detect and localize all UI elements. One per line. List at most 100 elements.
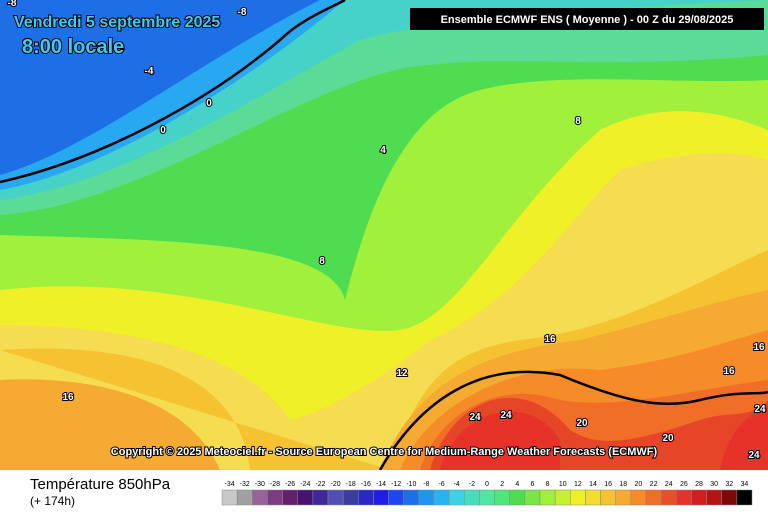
scale-swatch xyxy=(615,489,632,506)
scale-label: -32 xyxy=(240,481,250,488)
scale-swatch xyxy=(373,489,389,506)
scale-swatch xyxy=(433,489,450,506)
date: Vendredi 5 septembre 2025 xyxy=(14,14,220,31)
variable: Température 850hPa xyxy=(30,476,171,493)
scale-label: -22 xyxy=(315,481,325,488)
scale-swatch xyxy=(464,489,480,506)
scale-label: -12 xyxy=(391,481,401,488)
scale-swatch xyxy=(282,489,298,506)
scale-label: 14 xyxy=(589,481,597,488)
scale-label: 22 xyxy=(650,481,658,488)
scale-label: -10 xyxy=(406,481,416,488)
scale-swatch xyxy=(630,489,647,506)
scale-swatch xyxy=(342,489,359,506)
scale-swatch xyxy=(221,489,238,506)
scale-swatch xyxy=(554,489,571,506)
scale-swatch xyxy=(736,489,753,506)
scale-label: 18 xyxy=(619,481,627,488)
scale-label: -18 xyxy=(346,481,356,488)
contour-label: 16 xyxy=(723,366,735,377)
scale-label: -8 xyxy=(423,481,429,488)
scale-label: 0 xyxy=(485,481,489,488)
contour-label: 12 xyxy=(396,368,408,379)
scale-label: 34 xyxy=(741,481,749,488)
scale-label: -30 xyxy=(255,481,265,488)
model: Ensemble ECMWF ENS ( Moyenne ) - 00 Z du… xyxy=(441,14,734,26)
scale-swatch xyxy=(660,489,677,506)
scale-swatch xyxy=(403,489,420,506)
zone xyxy=(440,405,768,470)
scale-label: 20 xyxy=(635,481,643,488)
scale-swatch xyxy=(312,489,329,506)
scale-swatch xyxy=(721,489,738,506)
contour-label: 16 xyxy=(544,334,556,345)
scale-label: -16 xyxy=(361,481,371,488)
color-scale: -34 -32 -30 -28 -26 -24 -22 -20 -18 -16 -14 -12 -10-… xyxy=(221,481,753,506)
scale-label: 30 xyxy=(710,481,718,488)
scale-swatch xyxy=(691,489,707,506)
contour-label: 4 xyxy=(380,145,386,156)
scale-swatch xyxy=(524,489,541,506)
scale-swatch xyxy=(418,489,435,506)
scale-label: -20 xyxy=(331,481,341,488)
scale-label: 16 xyxy=(604,481,612,488)
scale-label: 6 xyxy=(530,481,534,488)
scale-swatch xyxy=(494,489,510,506)
contour-label: 8 xyxy=(575,116,581,127)
scale-label: 32 xyxy=(725,481,733,488)
scale-swatch xyxy=(388,489,404,506)
scale-label: 24 xyxy=(665,481,673,488)
scale-label: 8 xyxy=(546,481,550,488)
contour-label: 8 xyxy=(319,256,325,267)
scale-label: 2 xyxy=(500,481,504,488)
contour-label: 20 xyxy=(576,418,588,429)
scale-label: 26 xyxy=(680,481,688,488)
scale-label: 4 xyxy=(515,481,519,488)
scale-label: -34 xyxy=(225,481,235,488)
contour-label: 24 xyxy=(500,410,512,421)
contour-label: -8 xyxy=(238,7,247,18)
contour-label: 16 xyxy=(753,342,765,353)
scale-swatch xyxy=(267,489,283,506)
map xyxy=(0,0,768,471)
contour-label: 16 xyxy=(62,392,74,403)
scale-swatch xyxy=(539,489,556,506)
scale-swatch xyxy=(358,489,374,506)
contour-label: -8 xyxy=(8,0,17,9)
scale-label: -24 xyxy=(300,481,310,488)
scale-swatch xyxy=(448,489,465,506)
contour-labels: -8 -8 -4 0 0 4 8 8 12 16 16 16 16 20 20 24 24 24 24 xyxy=(7,0,767,462)
scale-swatch xyxy=(570,489,586,506)
scale-label: 10 xyxy=(559,481,567,488)
scale-swatch xyxy=(297,489,314,506)
scale-label: -6 xyxy=(438,481,444,488)
copyright: Copyright © 2025 Meteociel.fr - Source E… xyxy=(111,446,658,458)
scale-swatch xyxy=(236,489,253,506)
time: 8:00 locale xyxy=(22,36,124,58)
scale-swatch xyxy=(676,489,692,506)
contour-label: 0 xyxy=(160,125,166,136)
scale-swatch xyxy=(509,489,526,506)
model-box xyxy=(410,8,764,30)
scale-label: -4 xyxy=(454,481,460,488)
scale-label: -28 xyxy=(270,481,280,488)
scale-swatch xyxy=(479,489,495,506)
scale-label: 12 xyxy=(574,481,582,488)
contour-label: 24 xyxy=(754,404,766,415)
scale-label: -26 xyxy=(285,481,295,488)
scale-swatch xyxy=(585,489,601,506)
scale-swatch xyxy=(252,489,268,506)
contour-twenty xyxy=(378,370,768,471)
scale-label: -14 xyxy=(376,481,386,488)
scale-label: -2 xyxy=(469,481,475,488)
scale-swatch xyxy=(645,489,662,506)
lead-time: (+ 174h) xyxy=(30,494,75,508)
scale-swatch xyxy=(327,489,344,506)
scale-swatch xyxy=(600,489,616,506)
contour-label: 24 xyxy=(469,412,481,423)
contour-label: 24 xyxy=(748,450,760,461)
scale-swatch xyxy=(706,489,722,506)
contour-label: 20 xyxy=(662,433,674,444)
contour-zero xyxy=(0,0,346,184)
